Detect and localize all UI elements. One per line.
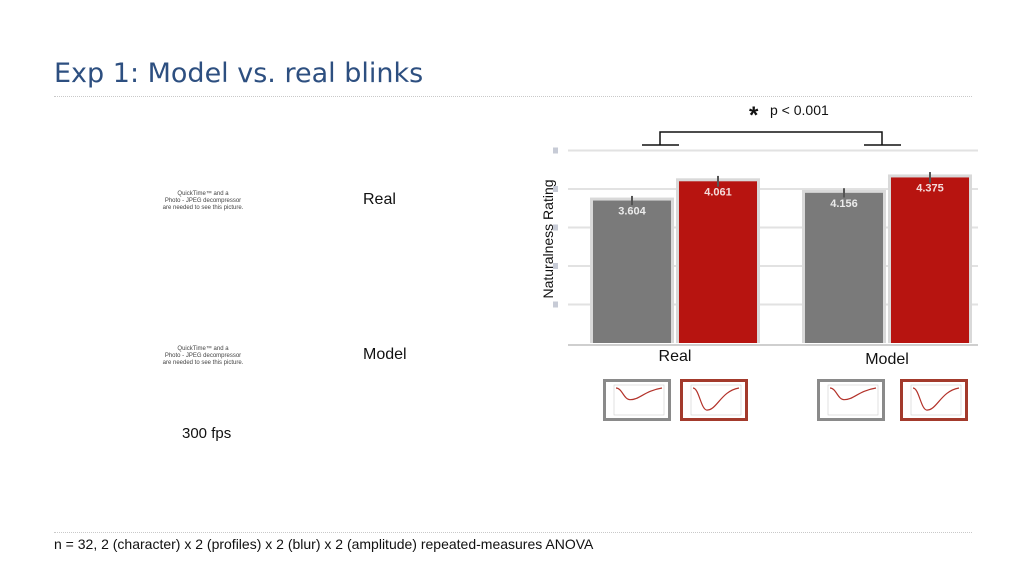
bar-value-label: 4.061	[704, 186, 732, 198]
bar-value-label: 4.156	[830, 198, 858, 210]
blink-profile-plot	[827, 384, 879, 416]
slide-title: Exp 1: Model vs. real blinks	[54, 58, 424, 89]
video-placeholder-real[interactable]: QuickTime™ and a Photo - JPEG decompress…	[143, 191, 263, 212]
blink-profile-thumbnail	[603, 379, 671, 421]
x-label-model: Model	[865, 351, 909, 368]
title-divider	[54, 96, 972, 97]
y-tick-mark	[553, 263, 558, 269]
bar-value-label: 3.604	[618, 206, 646, 218]
bar-value-label: 4.375	[916, 182, 944, 194]
fps-label: 300 fps	[182, 425, 232, 442]
y-tick-mark	[553, 147, 558, 154]
model-video-label: Model	[363, 346, 407, 363]
significance-bracket	[659, 131, 883, 145]
blink-profile-curve	[692, 387, 740, 411]
blink-profile-curve	[615, 387, 663, 401]
bar	[593, 200, 671, 343]
plot-frame	[827, 384, 879, 416]
real-video-label: Real	[363, 191, 396, 208]
x-label-real: Real	[658, 348, 692, 365]
bar	[805, 192, 883, 343]
placeholder-text: QuickTime™ and a Photo - JPEG decompress…	[162, 191, 244, 211]
placeholder-text: QuickTime™ and a Photo - JPEG decompress…	[162, 346, 244, 366]
footer-divider	[54, 532, 972, 533]
blink-profile-thumbnail	[900, 379, 968, 421]
significance-text: p < 0.001	[770, 102, 829, 118]
footnote: n = 32, 2 (character) x 2 (profiles) x 2…	[54, 536, 594, 552]
bar	[679, 181, 757, 343]
y-tick-mark	[553, 186, 558, 192]
blink-profile-plot	[910, 384, 962, 416]
y-tick-mark	[553, 301, 558, 308]
blink-profile-curve	[829, 387, 877, 401]
blink-profile-thumbnail	[680, 379, 748, 421]
plot-frame	[690, 384, 742, 416]
bar	[891, 177, 969, 343]
blink-profile-thumbnail	[817, 379, 885, 421]
video-placeholder-model[interactable]: QuickTime™ and a Photo - JPEG decompress…	[143, 346, 263, 367]
blink-profile-curve	[912, 387, 960, 411]
plot-frame	[910, 384, 962, 416]
blink-profile-plot	[613, 384, 665, 416]
y-tick-mark	[553, 224, 558, 231]
blink-profile-plot	[690, 384, 742, 416]
significance-star: *	[749, 102, 759, 129]
plot-frame	[613, 384, 665, 416]
